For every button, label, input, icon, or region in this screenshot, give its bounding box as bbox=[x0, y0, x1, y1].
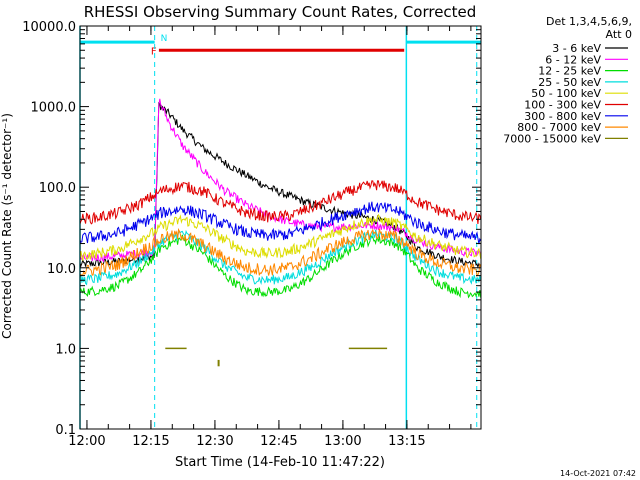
legend-label-8: 7000 - 15000 keV bbox=[503, 132, 601, 145]
series-3 bbox=[79, 229, 482, 286]
series-5 bbox=[79, 180, 482, 225]
y-tick-label-0: 10000.0 bbox=[22, 20, 76, 35]
plot-frame bbox=[79, 25, 482, 430]
x-axis-label: Start Time (14-Feb-10 11:47:22) bbox=[175, 455, 385, 470]
legend-label-5: 100 - 300 keV bbox=[524, 99, 601, 112]
flare-marker-label: F bbox=[151, 46, 157, 57]
x-tick-label-1: 12:15 bbox=[132, 434, 169, 449]
x-tick-label-0: 12:00 bbox=[68, 434, 105, 449]
footer-timestamp: 14-Oct-2021 07:42 bbox=[560, 469, 636, 478]
chart-title: RHESSI Observing Summary Count Rates, Co… bbox=[84, 3, 477, 21]
series-4 bbox=[79, 213, 482, 261]
series-layer bbox=[79, 98, 482, 367]
series-7 bbox=[79, 227, 482, 278]
y-axis-label: Corrected Count Rate (s⁻¹ detector⁻¹) bbox=[0, 113, 14, 339]
series-8 bbox=[165, 347, 388, 367]
series-line-4 bbox=[79, 213, 482, 261]
x-axis: 12:00 12:15 12:30 12:45 13:00 13:15 bbox=[68, 26, 472, 449]
legend-label-4: 50 - 100 keV bbox=[531, 87, 601, 100]
series-line-2 bbox=[79, 234, 482, 299]
x-tick-label-5: 13:15 bbox=[388, 434, 425, 449]
legend-label-3: 25 - 50 keV bbox=[538, 76, 601, 89]
night-marker-label: N bbox=[161, 34, 168, 44]
x-tick-label-2: 12:30 bbox=[196, 434, 233, 449]
series-2 bbox=[79, 234, 482, 299]
legend-label-2: 12 - 25 keV bbox=[538, 65, 601, 78]
x-tick-label-4: 13:00 bbox=[324, 434, 361, 449]
series-line-5 bbox=[79, 180, 482, 225]
y-tick-label-5: 0.1 bbox=[55, 423, 76, 438]
series-line-3 bbox=[79, 229, 482, 286]
legend-label-7: 800 - 7000 keV bbox=[517, 121, 601, 134]
series-line-7 bbox=[79, 227, 482, 278]
legend-label-0: 3 - 6 keV bbox=[552, 42, 601, 55]
legend-detector-header: Det 1,3,4,5,6,9, bbox=[546, 15, 632, 28]
y-tick-label-1: 1000.0 bbox=[31, 101, 77, 116]
series-6 bbox=[79, 201, 482, 245]
series-line-1 bbox=[79, 98, 482, 263]
series-1 bbox=[79, 98, 482, 263]
y-tick-label-2: 100.0 bbox=[39, 181, 76, 196]
legend-label-1: 6 - 12 keV bbox=[545, 53, 601, 66]
legend-label-6: 300 - 800 keV bbox=[524, 110, 601, 123]
y-axis: 10000.0 1000.0 100.0 10.0 1.0 0.1 bbox=[22, 20, 481, 438]
x-tick-label-3: 12:45 bbox=[260, 434, 297, 449]
y-tick-label-4: 1.0 bbox=[55, 342, 76, 357]
series-line-6 bbox=[79, 201, 482, 245]
y-tick-label-3: 10.0 bbox=[47, 262, 76, 277]
legend-attenuator-header: Att 0 bbox=[606, 28, 632, 41]
